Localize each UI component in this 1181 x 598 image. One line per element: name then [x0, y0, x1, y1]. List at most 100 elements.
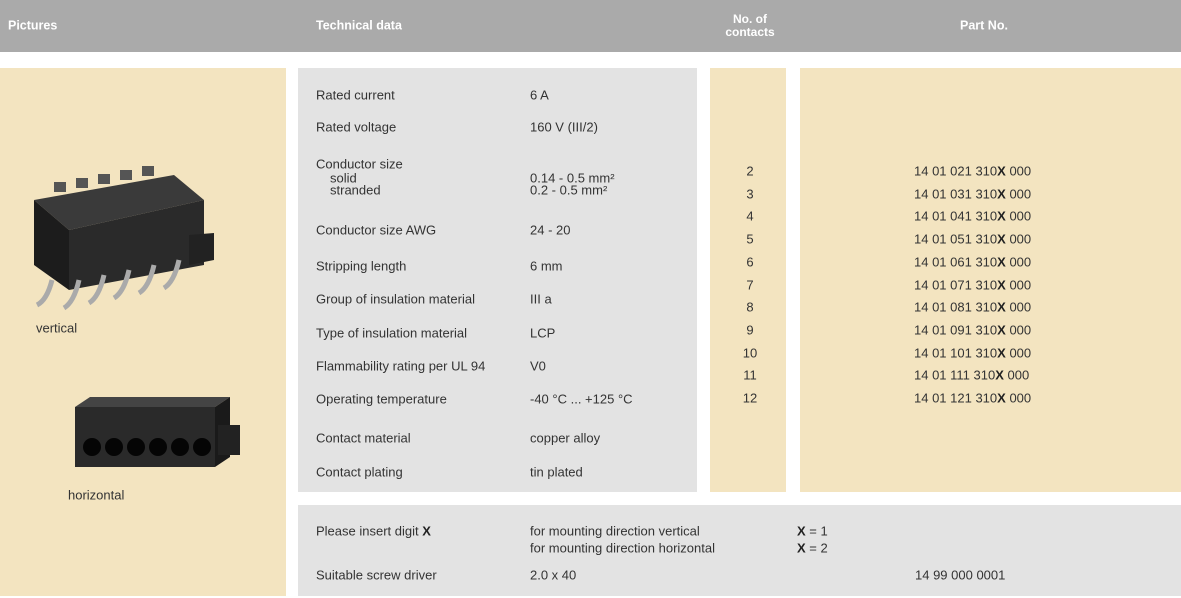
option-number: = 2: [809, 541, 827, 556]
part-digit: X: [997, 277, 1006, 292]
part-prefix: 14 01 111 310: [914, 368, 995, 383]
contact-count: 6: [740, 255, 760, 268]
tech-value: -40 °C ... +125 °C: [530, 393, 633, 406]
part-number: 14 01 091 310X 000: [914, 323, 1031, 336]
screwdriver-size: 2.0 x 40: [530, 569, 576, 582]
part-prefix: 14 01 041 310: [914, 209, 997, 224]
contact-count: 3: [740, 187, 760, 200]
picture-caption: vertical: [36, 322, 77, 335]
part-suffix: 000: [1008, 368, 1030, 383]
tech-label: Type of insulation material: [316, 327, 467, 340]
tech-value: LCP: [530, 327, 555, 340]
part-prefix: 14 01 061 310: [914, 254, 997, 269]
tech-label: Contact material: [316, 432, 411, 445]
header-part-no: Part No.: [960, 20, 1008, 33]
tech-sub-value: 0.2 - 0.5 mm²: [530, 184, 607, 197]
contact-count: 4: [740, 210, 760, 223]
part-suffix: 000: [1009, 254, 1031, 269]
horizontal-connector-image: [70, 395, 260, 475]
tech-label: Rated voltage: [316, 121, 396, 134]
part-prefix: 14 01 121 310: [914, 391, 997, 406]
tech-value: V0: [530, 360, 546, 373]
part-prefix: 14 01 031 310: [914, 186, 997, 201]
tech-value: 24 - 20: [530, 224, 570, 237]
header-technical: Technical data: [316, 20, 402, 33]
tech-label: Group of insulation material: [316, 293, 475, 306]
page: Pictures Technical data No. of contacts Par…: [0, 0, 1181, 598]
part-suffix: 000: [1009, 209, 1031, 224]
part-number: 14 01 111 310X 000: [914, 369, 1029, 382]
contact-count: 11: [740, 369, 760, 382]
part-digit: X: [997, 322, 1006, 337]
contact-count: 9: [740, 323, 760, 336]
part-digit: X: [995, 368, 1004, 383]
part-prefix: 14 01 051 310: [914, 232, 997, 247]
tech-label: Rated current: [316, 89, 395, 102]
tech-label: Flammability rating per UL 94: [316, 360, 485, 373]
part-number: 14 01 071 310X 000: [914, 278, 1031, 291]
part-number: 14 01 101 310X 000: [914, 346, 1031, 359]
option-value: X = 2: [797, 542, 828, 555]
part-digit: X: [997, 209, 1006, 224]
part-suffix: 000: [1009, 322, 1031, 337]
part-number: 14 01 121 310X 000: [914, 392, 1031, 405]
part-number: 14 01 031 310X 000: [914, 187, 1031, 200]
part-digit: X: [997, 254, 1006, 269]
option-text: for mounting direction horizontal: [530, 542, 715, 555]
tech-value: copper alloy: [530, 432, 600, 445]
part-suffix: 000: [1009, 186, 1031, 201]
contact-count: 5: [740, 233, 760, 246]
contact-count: 7: [740, 278, 760, 291]
part-digit: X: [997, 300, 1006, 315]
tech-label: Conductor size: [316, 158, 403, 171]
contact-count: 2: [740, 165, 760, 178]
tech-label: Conductor size AWG: [316, 224, 436, 237]
tech-sub-label: stranded: [330, 184, 381, 197]
part-number: 14 01 041 310X 000: [914, 210, 1031, 223]
screwdriver-label: Suitable screw driver: [316, 569, 437, 582]
option-number: = 1: [809, 524, 827, 539]
part-digit: X: [997, 391, 1006, 406]
vertical-connector-image: [14, 140, 224, 315]
part-digit: X: [997, 186, 1006, 201]
option-digit: X: [797, 541, 806, 556]
screwdriver-part: 14 99 000 0001: [915, 569, 1005, 582]
header-contacts: No. of contacts: [718, 13, 782, 39]
part-suffix: 000: [1009, 300, 1031, 315]
part-number: 14 01 061 310X 000: [914, 255, 1031, 268]
option-digit: X: [797, 524, 806, 539]
part-prefix: 14 01 091 310: [914, 322, 997, 337]
option-value: X = 1: [797, 525, 828, 538]
part-suffix: 000: [1009, 277, 1031, 292]
part-digit: X: [997, 164, 1006, 179]
part-suffix: 000: [1009, 345, 1031, 360]
tech-label: Stripping length: [316, 260, 406, 273]
tech-value: III a: [530, 293, 552, 306]
insert-note: Please insert digit X: [316, 525, 431, 538]
part-suffix: 000: [1009, 391, 1031, 406]
part-suffix: 000: [1009, 232, 1031, 247]
insert-text: Please insert digit: [316, 524, 419, 539]
tech-value: 160 V (III/2): [530, 121, 598, 134]
part-suffix: 000: [1009, 164, 1031, 179]
header-pictures: Pictures: [8, 20, 57, 33]
part-prefix: 14 01 071 310: [914, 277, 997, 292]
contact-count: 10: [740, 346, 760, 359]
picture-caption: horizontal: [68, 489, 124, 502]
contact-count: 12: [740, 392, 760, 405]
part-digit: X: [997, 232, 1006, 247]
part-prefix: 14 01 021 310: [914, 164, 997, 179]
option-text: for mounting direction vertical: [530, 525, 700, 538]
tech-label: Operating temperature: [316, 393, 447, 406]
contact-count: 8: [740, 301, 760, 314]
part-number: 14 01 081 310X 000: [914, 301, 1031, 314]
part-digit: X: [997, 345, 1006, 360]
tech-value: 6 mm: [530, 260, 563, 273]
part-prefix: 14 01 101 310: [914, 345, 997, 360]
part-number: 14 01 051 310X 000: [914, 233, 1031, 246]
tech-value: 6 A: [530, 89, 549, 102]
part-number: 14 01 021 310X 000: [914, 165, 1031, 178]
tech-label: Contact plating: [316, 466, 403, 479]
part-prefix: 14 01 081 310: [914, 300, 997, 315]
tech-value: tin plated: [530, 466, 583, 479]
